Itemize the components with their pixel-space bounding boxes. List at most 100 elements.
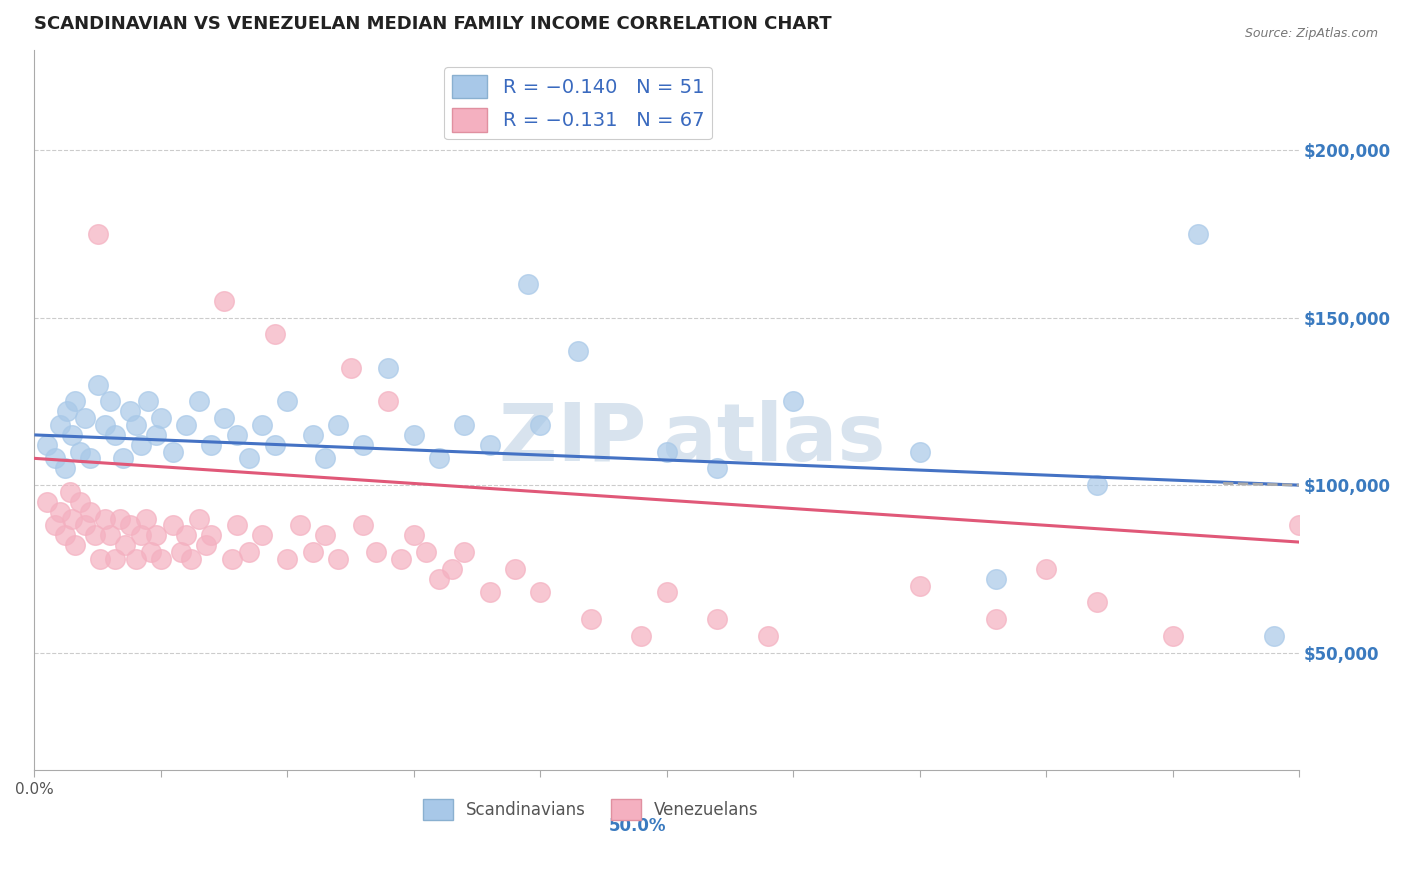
Point <box>53 528 76 542</box>
Point <box>339 360 361 375</box>
Point <box>124 551 146 566</box>
Point <box>364 545 387 559</box>
Point <box>48 417 70 432</box>
Point <box>84 528 107 542</box>
Point <box>86 377 108 392</box>
Point <box>579 612 602 626</box>
Point <box>60 511 83 525</box>
Point <box>94 417 117 432</box>
Point <box>352 518 374 533</box>
Point <box>69 444 91 458</box>
Point <box>73 411 96 425</box>
Point <box>63 394 86 409</box>
Point <box>567 344 589 359</box>
Point <box>1085 595 1108 609</box>
Point <box>104 551 127 566</box>
Point <box>139 545 162 559</box>
Point <box>79 451 101 466</box>
Point <box>212 293 235 308</box>
Point <box>170 545 193 559</box>
Point <box>180 551 202 566</box>
Point <box>1085 478 1108 492</box>
Point <box>120 518 142 533</box>
Point <box>250 417 273 432</box>
Point <box>427 451 450 466</box>
Point <box>301 545 323 559</box>
Point <box>200 528 222 542</box>
Point <box>162 444 184 458</box>
Point <box>706 461 728 475</box>
Point <box>98 394 121 409</box>
Point <box>59 484 82 499</box>
Point <box>276 394 298 409</box>
Point <box>86 227 108 241</box>
Point <box>69 495 91 509</box>
Point <box>212 411 235 425</box>
Point <box>238 451 260 466</box>
Point <box>288 518 311 533</box>
Point <box>174 528 197 542</box>
Point <box>1035 562 1057 576</box>
Point <box>145 528 167 542</box>
Point <box>782 394 804 409</box>
Point <box>276 551 298 566</box>
Point <box>145 428 167 442</box>
Point <box>478 585 501 599</box>
Point <box>314 451 336 466</box>
Point <box>225 428 247 442</box>
Point <box>120 404 142 418</box>
Point <box>1263 629 1285 643</box>
Point <box>263 327 285 342</box>
Point <box>529 417 551 432</box>
Point <box>314 528 336 542</box>
Point <box>1161 629 1184 643</box>
Point <box>630 629 652 643</box>
Point <box>238 545 260 559</box>
Point <box>326 551 349 566</box>
Point <box>478 438 501 452</box>
Point <box>984 572 1007 586</box>
Point <box>377 360 399 375</box>
Point <box>89 551 111 566</box>
Point <box>44 518 66 533</box>
Point <box>415 545 437 559</box>
Point <box>44 451 66 466</box>
Point <box>79 505 101 519</box>
Point <box>129 438 152 452</box>
Point <box>453 417 475 432</box>
Point <box>135 511 157 525</box>
Point <box>35 438 58 452</box>
Point <box>124 417 146 432</box>
Point <box>301 428 323 442</box>
Point <box>263 438 285 452</box>
Point <box>110 511 132 525</box>
Point <box>149 411 172 425</box>
Point <box>250 528 273 542</box>
Point <box>453 545 475 559</box>
Point <box>111 451 134 466</box>
Point <box>427 572 450 586</box>
Point <box>73 518 96 533</box>
Point <box>389 551 412 566</box>
Point <box>221 551 243 566</box>
Point <box>440 562 463 576</box>
Point <box>326 417 349 432</box>
Point <box>1187 227 1209 241</box>
Point <box>63 538 86 552</box>
Text: SCANDINAVIAN VS VENEZUELAN MEDIAN FAMILY INCOME CORRELATION CHART: SCANDINAVIAN VS VENEZUELAN MEDIAN FAMILY… <box>34 15 832 33</box>
Point <box>114 538 136 552</box>
Point <box>352 438 374 452</box>
Point <box>377 394 399 409</box>
Point <box>56 404 79 418</box>
Point <box>655 585 678 599</box>
Point <box>129 528 152 542</box>
Point <box>94 511 117 525</box>
Text: ZIP atlas: ZIP atlas <box>499 400 886 477</box>
Point <box>162 518 184 533</box>
Point <box>516 277 538 292</box>
Point <box>908 578 931 592</box>
Point <box>35 495 58 509</box>
Text: 50.0%: 50.0% <box>609 816 666 835</box>
Point <box>187 394 209 409</box>
Point <box>60 428 83 442</box>
